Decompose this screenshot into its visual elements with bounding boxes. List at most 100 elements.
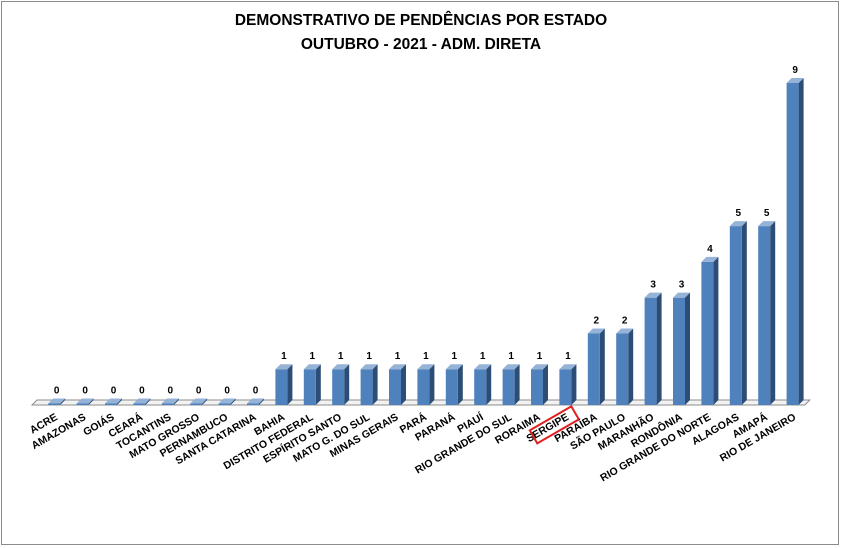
data-label: 1: [565, 351, 571, 362]
bar-3: [105, 398, 122, 405]
data-label: 0: [253, 386, 259, 397]
data-label: 1: [508, 351, 514, 362]
bar-side: [628, 328, 634, 405]
data-label: 0: [82, 386, 88, 397]
bar-25: [729, 221, 747, 405]
bar-front: [673, 297, 685, 405]
bar-11: [332, 364, 350, 405]
bar-front: [417, 369, 430, 405]
bar-top: [559, 364, 577, 370]
highlight-box: [528, 404, 581, 445]
bar-top: [502, 364, 520, 370]
bar-top: [786, 78, 804, 83]
bar-10: [303, 364, 321, 405]
bar-side: [145, 398, 151, 405]
data-label: 0: [111, 386, 117, 397]
bar-side: [543, 364, 548, 405]
data-label: 2: [594, 315, 600, 326]
data-label: 2: [622, 315, 628, 326]
chart-subtitle: OUTUBRO - 2021 - ADM. DIRETA: [300, 36, 542, 53]
bar-side: [457, 364, 463, 405]
data-label: 0: [54, 386, 60, 397]
bar-top: [673, 292, 690, 298]
bar-24: [701, 256, 719, 405]
data-label: 4: [707, 244, 713, 255]
bar-7: [218, 398, 236, 405]
bar-side: [230, 398, 236, 405]
data-label: 5: [764, 208, 770, 219]
bar-front: [332, 369, 345, 405]
bar-front: [105, 403, 117, 405]
data-label: 0: [224, 386, 230, 397]
bar-side: [202, 398, 208, 405]
bar-side: [486, 364, 492, 405]
bar-2: [76, 398, 94, 405]
bar-front: [474, 369, 487, 405]
data-label: 1: [310, 351, 316, 362]
bar-top: [445, 364, 463, 370]
bar-front: [644, 297, 657, 405]
bar-side: [315, 364, 321, 405]
data-label: 1: [452, 351, 458, 362]
bar-side: [429, 364, 435, 405]
data-label: 1: [281, 351, 287, 362]
bar-front: [48, 403, 61, 405]
bar-22: [644, 292, 662, 405]
data-label: 5: [736, 208, 742, 219]
bar-9: [275, 364, 293, 405]
bar-6: [190, 398, 208, 405]
bar-20: [587, 328, 605, 405]
bar-26: [758, 221, 776, 405]
bar-front: [502, 369, 515, 405]
bar-8: [247, 398, 264, 405]
bar-top: [758, 221, 776, 227]
bar-front: [616, 333, 629, 405]
bar-top: [616, 328, 634, 334]
bar-front: [445, 369, 458, 405]
bar-side: [401, 364, 406, 405]
bar-top: [389, 364, 406, 370]
bar-side: [287, 364, 293, 405]
bar-top: [332, 364, 350, 370]
bar-top: [190, 398, 208, 404]
data-label: 1: [395, 351, 401, 362]
bar-19: [559, 364, 577, 405]
bar-front: [729, 226, 742, 405]
bar-21: [616, 328, 634, 405]
bar-5: [161, 398, 179, 405]
data-label: 3: [679, 280, 685, 291]
bar-side: [514, 364, 520, 405]
bar-front: [275, 369, 288, 405]
bar-top: [417, 364, 435, 370]
bar-side: [656, 292, 662, 405]
data-label: 1: [338, 351, 344, 362]
bar-1: [48, 398, 66, 405]
data-label: 1: [366, 351, 372, 362]
bar-4: [133, 398, 151, 405]
bar-top: [303, 364, 321, 370]
bar-front: [218, 403, 231, 405]
bar-13: [389, 364, 406, 405]
bar-front: [786, 83, 799, 405]
data-label: 1: [480, 351, 486, 362]
bar-27: [786, 78, 804, 405]
data-label: 3: [650, 280, 656, 291]
bar-16: [474, 364, 492, 405]
bar-front: [531, 369, 543, 405]
data-label: 9: [792, 65, 798, 76]
data-label: 1: [537, 351, 543, 362]
bar-front: [247, 403, 259, 405]
bar-front: [758, 226, 771, 405]
data-label: 0: [139, 386, 145, 397]
bar-18: [531, 364, 548, 405]
bar-side: [173, 398, 179, 405]
bar-side: [60, 398, 66, 405]
bar-front: [161, 403, 174, 405]
bar-side: [259, 398, 264, 405]
bar-top: [76, 398, 94, 404]
bar-top: [48, 398, 66, 404]
bar-top: [729, 221, 747, 227]
bar-17: [502, 364, 520, 405]
bar-side: [117, 398, 122, 405]
